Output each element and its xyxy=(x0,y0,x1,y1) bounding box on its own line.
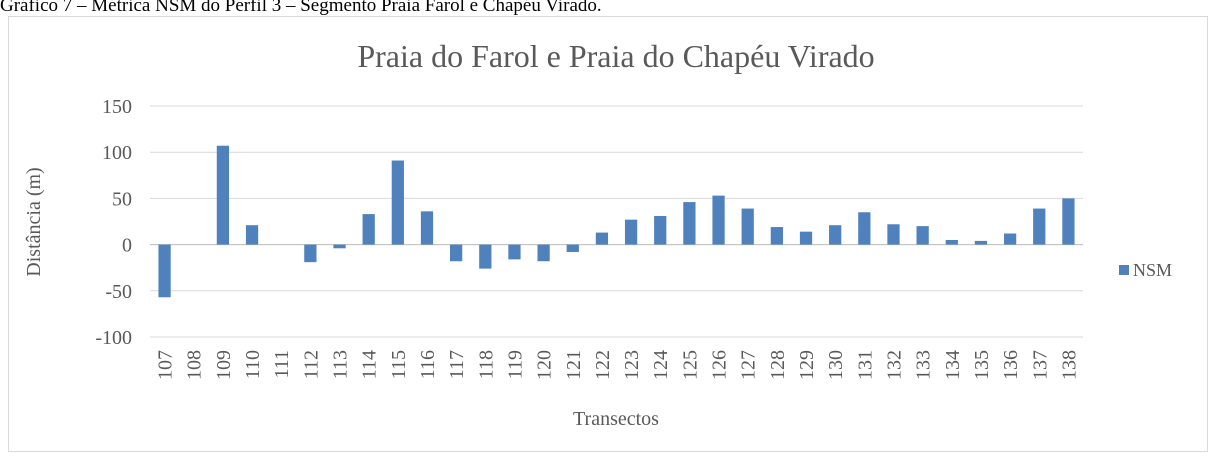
bar xyxy=(858,212,871,245)
x-tick-label: 127 xyxy=(738,350,760,380)
x-tick-label: 113 xyxy=(330,350,352,379)
x-tick-label: 116 xyxy=(417,350,439,379)
y-tick-label: -100 xyxy=(95,327,132,349)
x-tick-label: 121 xyxy=(563,350,585,380)
x-tick-label: 131 xyxy=(854,350,876,380)
bar xyxy=(362,214,375,245)
x-tick-label: 118 xyxy=(475,350,497,379)
legend-label: NSM xyxy=(1133,260,1172,280)
bar xyxy=(974,240,988,245)
bar xyxy=(508,244,521,260)
x-tick-label: 117 xyxy=(446,350,468,379)
x-tick-label: 115 xyxy=(388,350,410,379)
bar xyxy=(712,195,725,245)
bar xyxy=(683,202,696,245)
x-tick-label: 109 xyxy=(213,350,235,380)
bar xyxy=(1033,208,1046,245)
bar xyxy=(945,239,958,245)
x-tick-label: 133 xyxy=(913,350,935,380)
bar xyxy=(741,208,754,245)
x-tick-label: 122 xyxy=(592,350,614,380)
bar xyxy=(829,225,842,245)
bar xyxy=(654,215,667,245)
bar xyxy=(916,226,929,245)
x-tick-label: 114 xyxy=(359,350,381,379)
chart-title: Praia do Farol e Praia do Chapéu Virado xyxy=(357,38,874,74)
x-tick-label: 138 xyxy=(1058,350,1080,380)
x-tick-label: 123 xyxy=(621,350,643,380)
bar xyxy=(420,211,434,245)
x-tick-label: 124 xyxy=(650,350,672,380)
legend-swatch xyxy=(1119,265,1129,275)
x-tick-label: 112 xyxy=(300,350,322,379)
y-tick-label: 150 xyxy=(102,96,132,118)
bar xyxy=(566,244,579,252)
y-axis-title: Distância (m) xyxy=(23,167,45,276)
bar xyxy=(391,160,404,245)
bar xyxy=(1003,233,1017,245)
y-tick-label: 50 xyxy=(112,188,132,210)
bar xyxy=(216,145,230,245)
y-tick-label: 100 xyxy=(102,142,132,164)
bar xyxy=(624,219,638,245)
bar xyxy=(537,244,550,262)
x-tick-label: 132 xyxy=(883,350,905,380)
bar xyxy=(770,227,783,245)
x-tick-label: 129 xyxy=(796,350,818,380)
x-tick-label: 130 xyxy=(825,350,847,380)
x-tick-label: 125 xyxy=(679,350,701,380)
y-tick-label: 0 xyxy=(122,235,132,257)
x-tick-label: 126 xyxy=(709,350,731,380)
y-tick-label: -50 xyxy=(105,281,132,303)
bar xyxy=(799,231,813,245)
bar xyxy=(450,244,463,262)
bar xyxy=(1062,198,1075,245)
x-tick-label: 137 xyxy=(1029,350,1051,380)
x-tick-label: 111 xyxy=(271,350,293,379)
bar xyxy=(158,244,171,298)
x-tick-label: 119 xyxy=(504,350,526,379)
bar xyxy=(304,244,317,263)
bar xyxy=(479,244,492,269)
x-tick-label: 134 xyxy=(942,350,964,380)
x-tick-label: 128 xyxy=(767,350,789,380)
x-tick-label: 107 xyxy=(155,350,177,380)
x-tick-label: 136 xyxy=(1000,350,1022,380)
x-tick-label: 110 xyxy=(242,350,264,379)
x-tick-label: 108 xyxy=(184,350,206,380)
x-tick-label: 120 xyxy=(534,350,556,380)
bar xyxy=(245,225,259,245)
bar xyxy=(887,224,900,245)
bar xyxy=(595,232,609,245)
x-tick-label: 135 xyxy=(971,350,993,380)
x-axis-title: Transectos xyxy=(573,408,659,430)
bar xyxy=(333,244,346,249)
caption: Gráfico 7 – Métrica NSM do Perfil 3 – Se… xyxy=(0,0,602,16)
